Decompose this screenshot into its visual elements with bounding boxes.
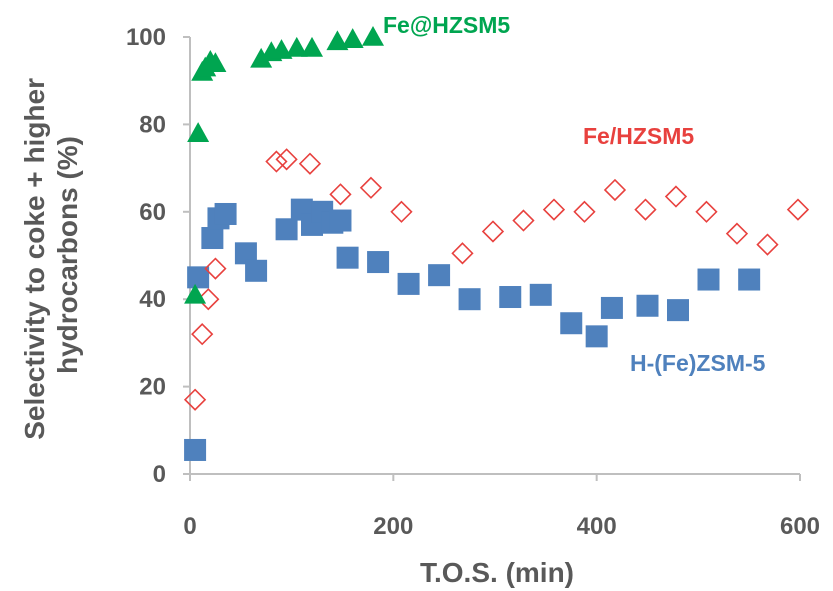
data-point-square (234, 242, 257, 265)
series-open-diamond-marks (183, 148, 810, 411)
data-point-square (214, 202, 237, 225)
data-point-square (201, 227, 224, 250)
y-axis-title: Selectivity to coke + higher hydrocarbon… (19, 70, 83, 440)
data-point-diamond (542, 198, 566, 221)
y-tick-label: 100 (126, 24, 166, 51)
y-tick-labels: 0 20 40 60 80 100 (126, 24, 190, 488)
data-point-diamond (275, 148, 298, 171)
data-point-diamond (183, 388, 207, 411)
data-point-diamond (359, 176, 383, 199)
axes (189, 37, 800, 475)
data-point-square (336, 246, 359, 269)
data-point-diamond (634, 198, 657, 221)
y-tick-label: 80 (139, 111, 166, 138)
data-point-diamond (786, 198, 810, 221)
series-labels: Fe@HZSM5 Fe/HZSM5 H-(Fe)ZSM-5 (383, 12, 766, 376)
data-point-diamond (603, 178, 627, 202)
data-point-square (738, 268, 761, 291)
data-point-diamond (390, 200, 413, 223)
data-point-square (667, 299, 689, 322)
series-label: Fe@HZSM5 (383, 12, 510, 38)
data-point-diamond (451, 242, 474, 265)
data-point-triangle (184, 283, 207, 304)
x-tick-label: 200 (373, 513, 413, 540)
x-tick-labels: 0 200 400 600 (183, 474, 820, 540)
data-point-square (636, 294, 659, 317)
x-tick-label: 400 (577, 513, 617, 540)
data-point-diamond (204, 257, 227, 280)
data-point-square (187, 266, 210, 289)
data-point-square (585, 325, 608, 348)
data-point-square (275, 218, 298, 241)
data-point-diamond (298, 152, 322, 175)
data-point-square (560, 312, 583, 335)
series-label: H-(Fe)ZSM-5 (630, 350, 766, 376)
y-tick-label: 60 (139, 199, 166, 226)
x-tick-label: 600 (780, 513, 820, 540)
data-point-triangle (362, 26, 384, 46)
y-axis-title-line-1: Selectivity to coke + higher (19, 78, 50, 440)
series-square-marks (184, 198, 761, 461)
data-point-square (329, 209, 352, 232)
data-point-triangle (301, 36, 323, 57)
data-point-square (367, 251, 390, 274)
data-point-square (458, 288, 481, 311)
data-point-diamond (664, 185, 688, 208)
series-triangle-marks (184, 26, 384, 304)
data-point-diamond (191, 323, 214, 346)
data-point-diamond (725, 222, 749, 245)
data-point-diamond (481, 220, 505, 243)
series-label: Fe/HZSM5 (583, 123, 694, 149)
data-point-triangle (341, 28, 364, 48)
y-tick-label: 20 (139, 374, 166, 401)
y-axis-title-line-2: hydrocarbons (%) (52, 136, 83, 374)
y-tick-label: 0 (153, 461, 166, 488)
data-point-square (245, 259, 268, 282)
data-marks (183, 26, 810, 461)
data-point-triangle (187, 122, 210, 142)
data-point-triangle (204, 52, 227, 73)
data-point-square (397, 272, 420, 295)
data-point-diamond (756, 233, 779, 256)
data-point-square (529, 283, 552, 306)
data-point-triangle (326, 30, 349, 51)
data-point-square (184, 438, 207, 461)
data-point-diamond (512, 209, 535, 232)
data-point-triangle (250, 47, 273, 68)
data-point-square (697, 268, 720, 291)
x-tick-label: 0 (183, 513, 196, 540)
data-point-square (428, 264, 451, 287)
data-point-diamond (265, 150, 288, 173)
data-point-triangle (270, 39, 293, 59)
data-point-diamond (695, 200, 718, 223)
data-point-diamond (329, 183, 352, 206)
data-point-triangle (285, 36, 308, 57)
x-axis-title: T.O.S. (min) (420, 557, 574, 588)
y-tick-label: 40 (139, 286, 166, 313)
data-point-diamond (573, 200, 596, 223)
data-point-square (499, 286, 522, 309)
data-point-square (600, 296, 623, 319)
